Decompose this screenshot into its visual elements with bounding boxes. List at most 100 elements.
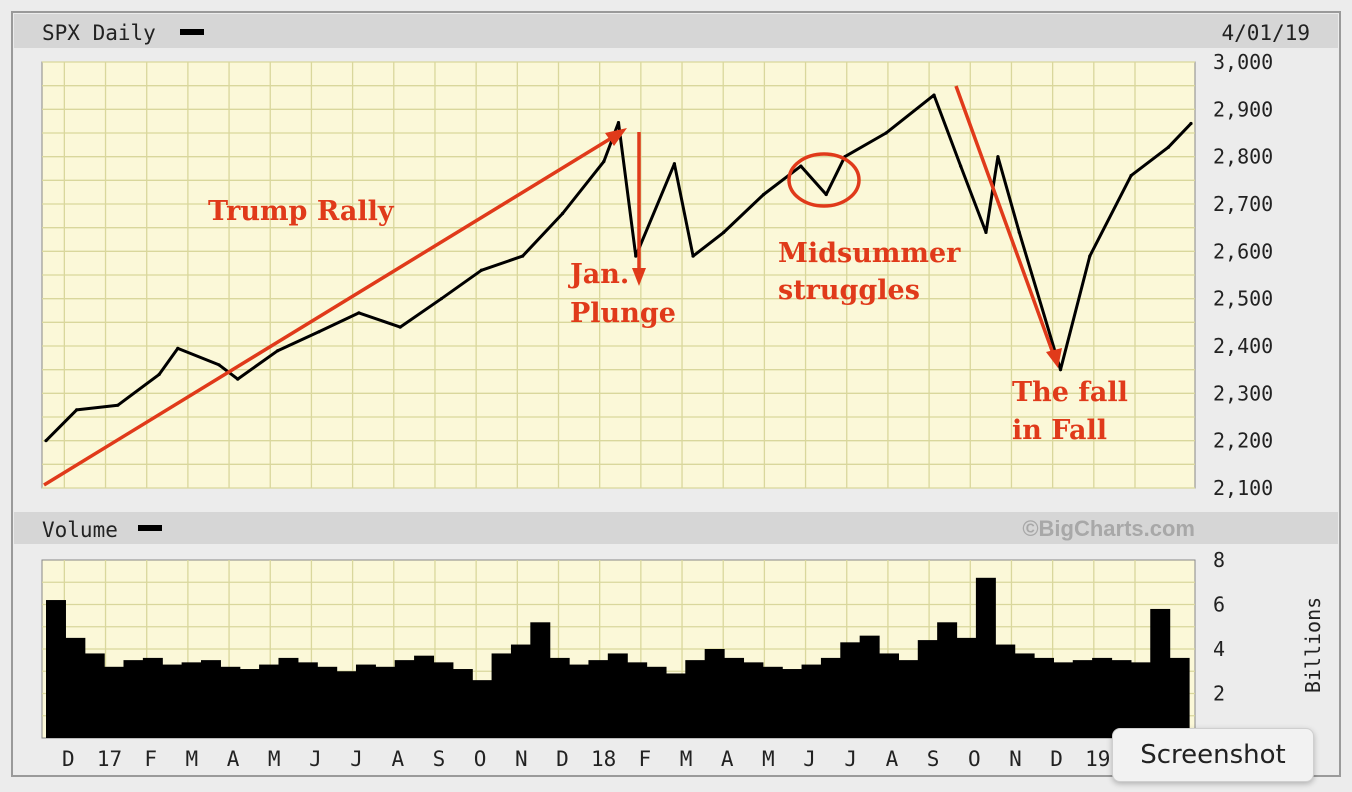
price-point bbox=[1129, 174, 1133, 178]
volume-bar bbox=[762, 666, 783, 738]
price-tick-label: 2,800 bbox=[1213, 145, 1273, 169]
volume-bar bbox=[530, 622, 551, 738]
price-point bbox=[398, 325, 402, 329]
price-tick-label: 3,000 bbox=[1213, 50, 1273, 74]
volume-bar bbox=[937, 622, 958, 738]
jan-plunge-arrowhead bbox=[632, 268, 646, 286]
x-tick-label: S bbox=[927, 747, 940, 771]
annotation-jan-plunge-line2: Plunge bbox=[570, 298, 676, 329]
volume-bar bbox=[607, 653, 628, 738]
annotation-fall-line1: The fall bbox=[1012, 377, 1128, 408]
price-point bbox=[317, 330, 321, 334]
price-point bbox=[996, 155, 1000, 159]
x-tick-label: N bbox=[515, 747, 528, 771]
price-point bbox=[824, 192, 828, 197]
price-point bbox=[521, 254, 525, 258]
price-point bbox=[560, 211, 565, 216]
volume-bar bbox=[336, 671, 357, 738]
x-tick-label: M bbox=[186, 747, 199, 771]
volume-bars bbox=[46, 577, 1190, 738]
volume-bar bbox=[743, 662, 764, 738]
credit-label: ©BigCharts.com bbox=[1022, 516, 1195, 541]
volume-bar bbox=[200, 660, 221, 738]
price-series-line bbox=[44, 93, 1193, 442]
price-point bbox=[157, 372, 161, 376]
price-grid bbox=[42, 61, 1195, 489]
symbol-label: SPX Daily bbox=[42, 21, 156, 45]
volume-bar bbox=[394, 660, 415, 738]
volume-tick-label: 2 bbox=[1213, 682, 1225, 706]
annotation-fall-line2: in Fall bbox=[1012, 415, 1107, 446]
x-tick-label: O bbox=[968, 747, 981, 771]
volume-bar bbox=[724, 657, 745, 738]
volume-bar bbox=[917, 640, 938, 738]
volume-bar bbox=[1111, 660, 1132, 738]
volume-bar bbox=[65, 637, 86, 738]
volume-bar bbox=[46, 600, 66, 738]
volume-bar bbox=[142, 657, 163, 738]
annotation-midsummer-line2: struggles bbox=[778, 275, 920, 306]
price-legend-swatch bbox=[180, 29, 204, 35]
trump-rally-arrowhead bbox=[605, 128, 627, 146]
x-tick-label: A bbox=[886, 747, 899, 771]
x-tick-label: N bbox=[1009, 747, 1022, 771]
midsummer-circle bbox=[787, 152, 861, 208]
x-tick-label: J bbox=[844, 747, 857, 771]
price-point bbox=[276, 349, 280, 353]
volume-bar bbox=[588, 660, 609, 738]
price-point bbox=[959, 164, 963, 168]
price-tick-label: 2,700 bbox=[1213, 192, 1273, 216]
annotation-midsummer-line1: Midsummer bbox=[778, 238, 961, 269]
annotations-layer: Trump Rally Jan. Plunge Midsummer strugg… bbox=[43, 85, 1128, 487]
volume-bar bbox=[665, 673, 686, 738]
x-tick-label: J bbox=[350, 747, 363, 771]
volume-bar bbox=[956, 637, 977, 738]
volume-bar bbox=[685, 660, 706, 738]
volume-bar bbox=[1169, 657, 1190, 738]
volume-bar bbox=[627, 662, 648, 738]
volume-bar bbox=[801, 664, 822, 738]
annotation-trump-rally: Trump Rally bbox=[208, 196, 395, 227]
volume-bar bbox=[1053, 662, 1074, 738]
x-tick-label: M bbox=[268, 747, 281, 771]
price-point bbox=[44, 439, 48, 443]
volume-unit-label: Billions bbox=[1301, 597, 1325, 693]
price-header-bar bbox=[14, 14, 1338, 48]
price-tick-label: 2,300 bbox=[1213, 381, 1273, 405]
price-point bbox=[672, 162, 677, 166]
volume-bar bbox=[646, 666, 667, 738]
x-tick-label: S bbox=[433, 747, 446, 771]
x-tick-label: F bbox=[639, 747, 652, 771]
x-tick-label: D bbox=[556, 747, 569, 771]
price-point bbox=[176, 346, 180, 350]
volume-header-bar bbox=[14, 512, 1338, 544]
price-tick-label: 2,200 bbox=[1213, 429, 1273, 453]
price-point bbox=[236, 377, 240, 381]
price-point bbox=[1189, 121, 1193, 126]
volume-bar bbox=[1072, 660, 1093, 738]
volume-bar bbox=[1130, 662, 1151, 738]
volume-bar bbox=[452, 669, 473, 738]
volume-bar bbox=[1014, 653, 1035, 738]
volume-bar bbox=[472, 680, 493, 738]
fall-arrow bbox=[954, 85, 1056, 357]
price-point bbox=[932, 93, 936, 97]
price-point bbox=[762, 192, 766, 197]
price-tick-label: 2,100 bbox=[1213, 476, 1273, 500]
date-label: 4/01/19 bbox=[1221, 21, 1310, 45]
volume-bar bbox=[239, 669, 260, 738]
x-tick-label: F bbox=[144, 747, 157, 771]
price-tick-label: 2,600 bbox=[1213, 239, 1273, 263]
screenshot-button[interactable]: Screenshot bbox=[1112, 728, 1314, 782]
volume-bar bbox=[317, 666, 338, 738]
price-point bbox=[1058, 368, 1063, 372]
x-tick-label: M bbox=[680, 747, 693, 771]
price-point bbox=[884, 131, 888, 135]
price-tick-label: 2,900 bbox=[1213, 97, 1273, 121]
volume-bar bbox=[104, 666, 125, 738]
volume-bar bbox=[1034, 657, 1054, 738]
volume-bar bbox=[782, 669, 803, 738]
x-tick-label: A bbox=[227, 747, 240, 771]
price-point bbox=[1088, 254, 1092, 258]
volume-bar bbox=[995, 644, 1016, 738]
